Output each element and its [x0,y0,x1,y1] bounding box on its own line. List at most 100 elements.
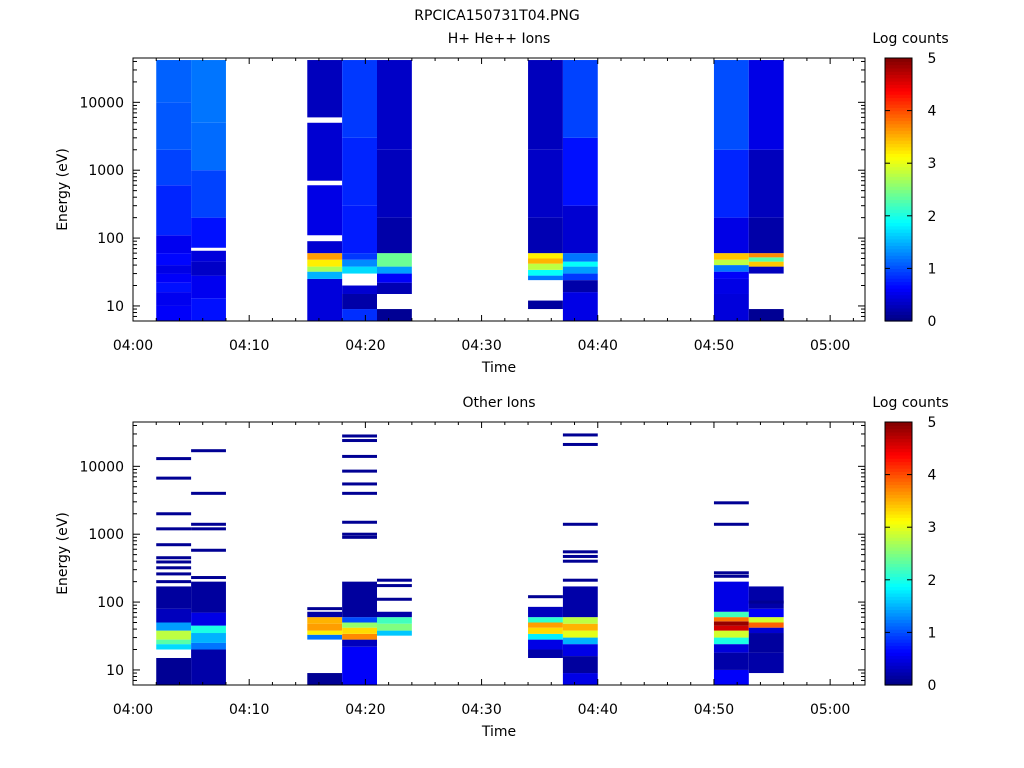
spectrogram-line [342,439,377,443]
spectrogram-cell [562,137,598,206]
spectrogram-cell [156,305,192,321]
spectrogram-cell [342,309,377,321]
x-tick-label: 04:40 [578,338,618,354]
x-tick-label: 04:50 [694,338,734,354]
spectrogram-cell [748,617,784,623]
spectrogram-line [342,434,377,438]
colorbar-segment [885,61,912,66]
y-tick-label: 100 [97,231,124,247]
spectrogram-cell [156,102,192,150]
colorbar-segment [885,468,912,472]
colorbar-tick-label: 3 [928,520,937,536]
y-axis-label: Energy (eV) [55,148,71,231]
colorbar-segment [885,291,912,296]
colorbar-tick-label: 0 [928,314,937,330]
spectrogram-cell [342,627,377,634]
x-tick-label: 04:00 [113,338,153,354]
spectrogram-line [342,532,377,536]
spectrogram-cell [528,60,563,150]
spectrogram-cell [748,586,784,609]
spectrogram-cell [342,205,377,254]
spectrogram-cell [156,60,192,103]
spectrogram-cell [156,586,192,609]
colorbar-segment [885,675,912,680]
spectrogram-line [562,578,598,582]
colorbar-segment [885,586,912,591]
spectrogram-cell [528,633,563,640]
colorbar-segment [885,186,912,191]
spectrogram-cell [528,622,563,628]
spectrogram-cell [528,300,563,310]
colorbar-segment [885,494,912,499]
spectrogram-line [713,571,749,575]
colorbar-segment [885,179,912,184]
spectrogram-cell [307,611,343,618]
colorbar-segment [885,199,912,204]
spectrogram-cell [528,649,563,658]
spectrogram-cell [156,630,192,640]
spectrogram-line [156,543,192,547]
spectrogram-line [562,433,598,437]
colorbar-segment [885,606,912,610]
spectrogram-line [562,554,598,558]
colorbar-label: Log counts [872,395,948,411]
spectrogram-cell [713,259,749,266]
colorbar-segment [885,523,912,528]
spectrogram-line [191,527,226,531]
spectrogram-cell [713,669,749,685]
spectrogram-cell [562,637,598,645]
colorbar-tick-label: 5 [928,415,937,431]
colorbar-segment [885,163,912,168]
spectrogram-line [342,482,377,486]
x-tick-label: 04:30 [461,702,501,718]
colorbar-segment [885,192,912,197]
colorbar-segment [885,182,912,187]
spectrogram-cell [748,652,784,674]
spectrogram-cell [342,581,377,618]
colorbar-segment [885,100,912,105]
spectrogram-cell [562,280,598,293]
colorbar-segment [885,232,912,237]
colorbar-segment [885,238,912,243]
figure-title: RPCICA150731T04.PNG [414,8,579,24]
spectrogram-cell [748,627,784,634]
colorbar-segment [885,301,912,306]
spectrogram-cell [748,253,784,258]
colorbar-segment [885,638,912,643]
colorbar-segment [885,681,912,686]
colorbar-segment [885,274,912,279]
spectrogram-cell [156,185,192,236]
spectrogram-cell [342,285,377,294]
colorbar-segment [885,166,912,171]
spectrogram-line [191,449,226,453]
spectrogram-cell [713,278,749,294]
colorbar-segment [885,648,912,653]
spectrogram-cell [377,617,412,624]
colorbar-tick-label: 3 [928,156,937,172]
spectrogram-cell [562,253,598,262]
colorbar-segment [885,314,912,319]
spectrogram-cell [713,149,749,218]
colorbar-segment [885,504,912,509]
colorbar-segment [885,143,912,148]
colorbar-segment [885,196,912,200]
colorbar-segment [885,520,912,525]
spectrogram-line [156,512,192,516]
spectrogram-line [191,548,226,552]
y-axis-label: Energy (eV) [55,512,71,595]
colorbar-segment [885,563,912,568]
y-tick-label: 1000 [88,527,124,543]
colorbar-segment [885,668,912,673]
colorbar-tick-label: 0 [928,678,937,694]
colorbar-segment [885,117,912,122]
x-tick-label: 04:20 [345,702,385,718]
colorbar-segment [885,307,912,312]
colorbar-segment [885,189,912,194]
x-tick-label: 04:10 [229,338,269,354]
colorbar-segment [885,497,912,502]
colorbar-segment [885,487,912,492]
x-tick-label: 04:30 [461,338,501,354]
colorbar-segment [885,556,912,561]
colorbar-segment [885,159,912,164]
colorbar-segment [885,454,912,459]
